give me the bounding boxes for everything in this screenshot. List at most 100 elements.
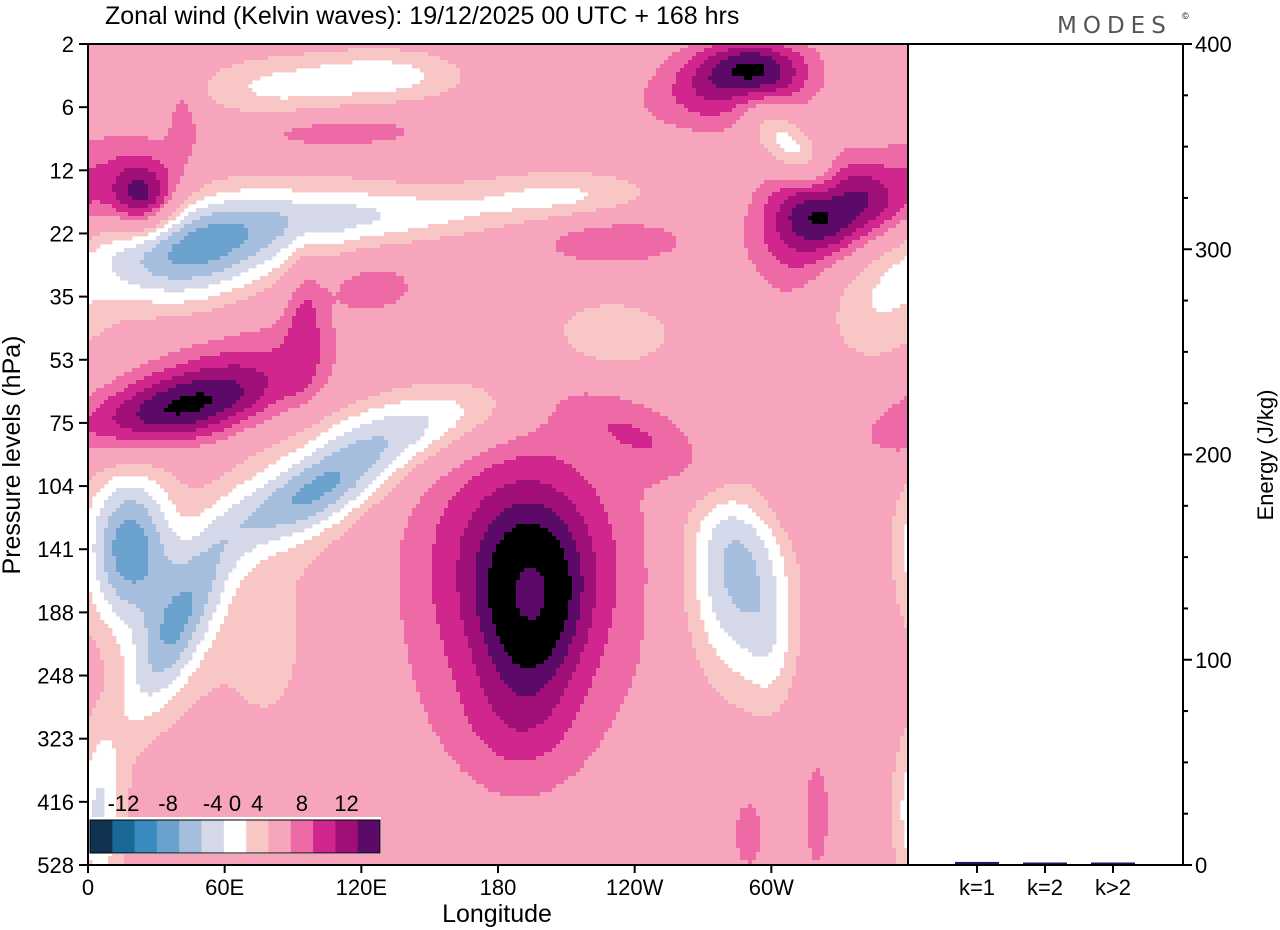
- heat-cell: [824, 60, 829, 65]
- heat-cell: [220, 80, 225, 85]
- heat-cell: [872, 76, 877, 81]
- heat-cell: [144, 132, 149, 137]
- heat-cell: [804, 60, 809, 65]
- heat-cell: [364, 140, 369, 145]
- heat-cell: [524, 144, 529, 149]
- heat-cell: [124, 104, 129, 109]
- heat-cell: [696, 52, 701, 57]
- heat-cell: [496, 124, 501, 129]
- heat-cell: [644, 116, 649, 121]
- heat-cell: [436, 140, 441, 145]
- heat-cell: [892, 52, 897, 57]
- heat-cell: [628, 52, 633, 57]
- heat-cell: [116, 76, 121, 81]
- heat-cell: [792, 120, 797, 125]
- heat-cell: [332, 144, 337, 149]
- heat-cell: [240, 140, 245, 145]
- heat-cell: [728, 108, 733, 113]
- heat-cell: [616, 100, 621, 105]
- heat-cell: [476, 144, 481, 149]
- heat-cell: [412, 116, 417, 121]
- heat-cell: [460, 64, 465, 69]
- heat-cell: [512, 60, 517, 65]
- heat-cell: [180, 92, 185, 97]
- heat-cell: [832, 128, 837, 133]
- heat-cell: [360, 132, 365, 137]
- heat-cell: [524, 88, 529, 93]
- heat-cell: [184, 132, 189, 137]
- heat-cell: [352, 44, 357, 49]
- heat-cell: [780, 104, 785, 109]
- heat-cell: [456, 56, 461, 61]
- heat-cell: [400, 92, 405, 97]
- heat-cell: [232, 108, 237, 113]
- heat-cell: [264, 52, 269, 57]
- heat-cell: [212, 140, 217, 145]
- heat-cell: [280, 64, 285, 69]
- heat-cell: [556, 72, 561, 77]
- heat-cell: [532, 136, 537, 141]
- heat-cell: [324, 136, 329, 141]
- heat-cell: [860, 52, 865, 57]
- heat-cell: [884, 140, 889, 145]
- heat-cell: [612, 64, 617, 69]
- heat-cell: [440, 52, 445, 57]
- heat-cell: [580, 124, 585, 129]
- heat-cell: [472, 56, 477, 61]
- heat-cell: [252, 52, 257, 57]
- heat-cell: [636, 124, 641, 129]
- heat-cell: [508, 56, 513, 61]
- heat-cell: [480, 136, 485, 141]
- heat-cell: [484, 84, 489, 89]
- heat-cell: [568, 136, 573, 141]
- heat-cell: [164, 100, 169, 105]
- heat-cell: [424, 140, 429, 145]
- heat-cell: [716, 80, 721, 85]
- heat-cell: [212, 96, 217, 101]
- heat-cell: [876, 140, 881, 145]
- heat-cell: [324, 112, 329, 117]
- heat-cell: [892, 88, 897, 93]
- heat-cell: [648, 52, 653, 57]
- heat-cell: [96, 72, 101, 77]
- heat-cell: [772, 88, 777, 93]
- heat-cell: [700, 112, 705, 117]
- heat-cell: [384, 144, 389, 149]
- heat-cell: [596, 96, 601, 101]
- heat-cell: [112, 56, 117, 61]
- heat-cell: [184, 108, 189, 113]
- heat-cell: [900, 112, 905, 117]
- heat-cell: [660, 136, 665, 141]
- heat-cell: [556, 64, 561, 69]
- heat-cell: [168, 44, 173, 49]
- heat-cell: [176, 112, 181, 117]
- heat-cell: [280, 100, 285, 105]
- heat-cell: [268, 132, 273, 137]
- heat-cell: [312, 64, 317, 69]
- heat-cell: [580, 44, 585, 49]
- heat-cell: [564, 136, 569, 141]
- heat-cell: [584, 140, 589, 145]
- heat-cell: [464, 112, 469, 117]
- heat-cell: [664, 100, 669, 105]
- heat-cell: [112, 60, 117, 65]
- heat-cell: [276, 60, 281, 65]
- heat-cell: [636, 104, 641, 109]
- heat-cell: [636, 120, 641, 125]
- heat-cell: [884, 44, 889, 49]
- heat-cell: [508, 108, 513, 113]
- heat-cell: [724, 60, 729, 65]
- heat-cell: [176, 132, 181, 137]
- heat-cell: [608, 128, 613, 133]
- heat-cell: [308, 108, 313, 113]
- heat-cell: [148, 108, 153, 113]
- heat-cell: [508, 88, 513, 93]
- heat-cell: [496, 48, 501, 53]
- heat-cell: [588, 92, 593, 97]
- heat-cell: [652, 144, 657, 149]
- heat-cell: [524, 68, 529, 73]
- heat-cell: [740, 128, 745, 133]
- heat-cell: [108, 96, 113, 101]
- heat-cell: [860, 84, 865, 89]
- heat-cell: [880, 68, 885, 73]
